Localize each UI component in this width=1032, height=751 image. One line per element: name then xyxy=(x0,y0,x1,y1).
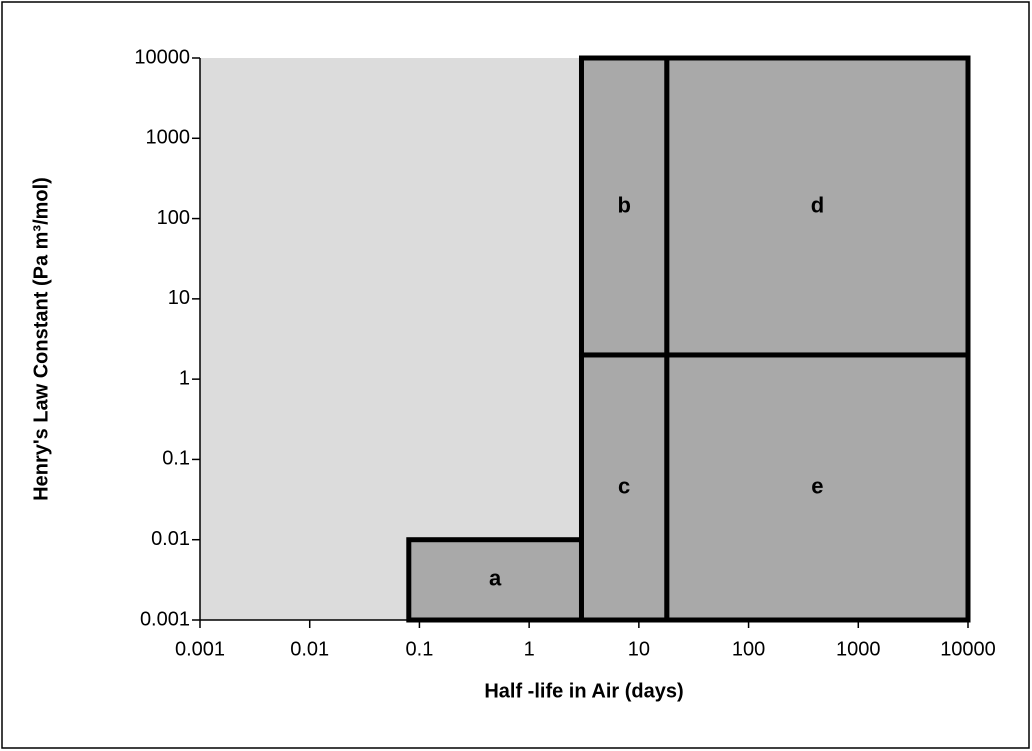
x-tick-label: 0.01 xyxy=(290,638,329,660)
y-tick-label: 10000 xyxy=(134,46,190,68)
region-label: a xyxy=(489,566,502,591)
region-label: d xyxy=(811,192,824,217)
region-label: b xyxy=(617,192,630,217)
y-tick-label: 100 xyxy=(157,207,190,229)
x-tick-label: 1 xyxy=(524,638,535,660)
y-tick-label: 10 xyxy=(168,287,190,309)
x-tick-label: 100 xyxy=(732,638,765,660)
x-tick-label: 1000 xyxy=(836,638,881,660)
x-tick-label: 10 xyxy=(628,638,650,660)
y-tick-label: 0.001 xyxy=(140,608,190,630)
y-tick-label: 0.01 xyxy=(151,528,190,550)
x-tick-label: 10000 xyxy=(940,638,996,660)
y-tick-label: 1 xyxy=(179,367,190,389)
x-axis-title: Half -life in Air (days) xyxy=(484,680,683,702)
y-tick-label: 1000 xyxy=(146,127,191,149)
x-tick-label: 0.1 xyxy=(406,638,434,660)
region-label: e xyxy=(811,473,823,498)
region-label: c xyxy=(618,473,630,498)
y-tick-label: 0.1 xyxy=(162,448,190,470)
y-axis-title: Henry's Law Constant (Pa m³/mol) xyxy=(30,177,52,501)
x-tick-label: 0.001 xyxy=(175,638,225,660)
region xyxy=(664,352,971,623)
